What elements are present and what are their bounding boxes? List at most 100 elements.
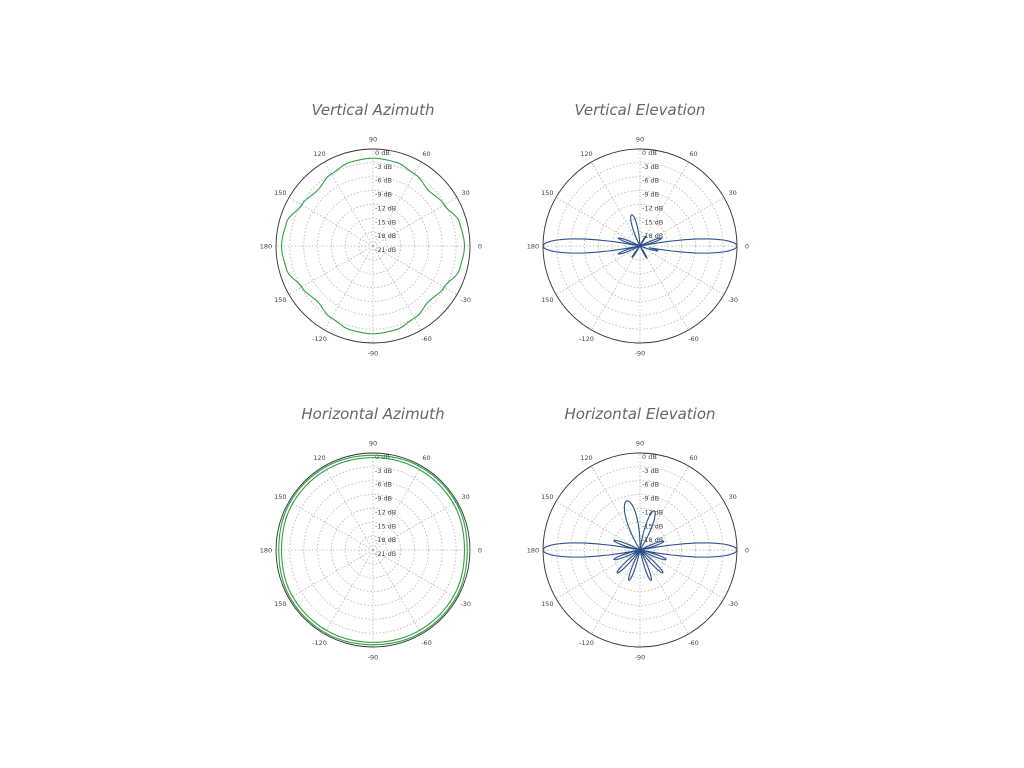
radial-tick-label: -3 dB	[375, 163, 392, 171]
grid-ring	[303, 176, 443, 316]
grid-ring	[556, 162, 724, 330]
grid-ring	[598, 508, 682, 592]
grid-spoke	[591, 549, 641, 635]
polar-chart-vertical-elevation: 0 30 60 90 120 150 180 150 -120 -90 -60 -30 0 dB -3 d…	[527, 136, 749, 358]
grid-spoke	[372, 245, 422, 331]
grid-spoke	[591, 245, 641, 331]
angle-tick-label: -30	[460, 600, 471, 608]
grid-ring	[611, 521, 669, 579]
radial-tick-label: -9 dB	[375, 495, 392, 503]
grid-ring	[625, 535, 655, 565]
grid-ring	[625, 231, 655, 261]
radial-tick-label: -6 dB	[642, 177, 659, 185]
panel-horizontal-azimuth: Horizontal Azimuth 0 30 60 90 120 150 180 150 -1…	[253, 405, 493, 685]
grid-spoke	[288, 501, 374, 551]
radial-tick-label: -6 dB	[375, 481, 392, 489]
grid-spoke	[639, 245, 689, 331]
angle-tick-label: 120	[580, 150, 592, 158]
angle-tick-label: 180	[260, 547, 272, 555]
grid-spoke	[639, 501, 725, 551]
angle-tick-label: 90	[369, 440, 377, 448]
outer-ring	[275, 148, 471, 344]
radial-tick-label: 0 dB	[642, 453, 657, 461]
grid-spoke	[639, 245, 725, 295]
radial-tick-label: -15 dB	[642, 522, 663, 530]
polar-chart-horizontal-azimuth: 0 30 60 90 120 150 180 150 -120 -90 -60 -30 0 dB -3 d…	[260, 440, 482, 662]
grid-spoke	[288, 549, 374, 599]
grid-spoke	[639, 549, 689, 635]
grid-ring	[598, 204, 682, 288]
grid-ring	[331, 204, 415, 288]
radial-tick-label: 0 dB	[642, 149, 657, 157]
radial-tick-label: -6 dB	[375, 177, 392, 185]
radial-tick-label: -12 dB	[375, 204, 396, 212]
grid-ring	[331, 508, 415, 592]
angle-tick-label: -120	[579, 335, 594, 343]
angle-tick-label: 90	[369, 136, 377, 144]
pattern-trace	[278, 454, 468, 646]
angle-tick-label: 0	[745, 547, 749, 555]
grid-spoke	[591, 465, 641, 551]
angle-tick-label: 150	[274, 493, 286, 501]
angle-tick-label: 60	[422, 454, 430, 462]
angle-tick-label: 30	[462, 189, 470, 197]
radial-tick-label: -21 dB	[375, 550, 396, 558]
chart-title: Horizontal Elevation	[564, 405, 716, 423]
grid-ring	[317, 494, 429, 606]
grid-spoke	[372, 197, 458, 247]
angle-tick-label: 90	[636, 440, 644, 448]
polar-chart-vertical-azimuth: 0 30 60 90 120 150 180 150 -120 -90 -60 -30 0 dB -3 d…	[260, 136, 482, 358]
angle-tick-label: 150	[541, 600, 553, 608]
angle-tick-label: 120	[580, 454, 592, 462]
radial-tick-label: -3 dB	[642, 467, 659, 475]
grid-spoke	[372, 501, 458, 551]
angle-tick-label: 60	[689, 454, 697, 462]
grid-spoke	[555, 501, 641, 551]
panel-horizontal-elevation: Horizontal Elevation 0 30 60 90 120 150 180 150…	[520, 405, 760, 685]
angle-tick-label: 0	[478, 243, 482, 251]
angle-tick-label: -120	[579, 639, 594, 647]
grid-spoke	[324, 245, 374, 331]
chart-title: Horizontal Azimuth	[301, 405, 445, 423]
grid-spoke	[288, 197, 374, 247]
angle-tick-label: -60	[421, 639, 432, 647]
angle-tick-label: 150	[541, 189, 553, 197]
angle-tick-label: 30	[729, 189, 737, 197]
grid-ring	[303, 480, 443, 620]
angle-tick-label: 150	[274, 296, 286, 304]
grid-ring	[570, 176, 710, 316]
radial-tick-label: -3 dB	[375, 467, 392, 475]
angle-tick-label: -120	[312, 335, 327, 343]
grid-spoke	[555, 549, 641, 599]
radial-tick-label: -9 dB	[642, 191, 659, 199]
radial-tick-label: -18 dB	[642, 232, 663, 240]
angle-tick-label: -60	[421, 335, 432, 343]
radial-tick-label: -18 dB	[642, 536, 663, 544]
panel-vertical-azimuth: Vertical Azimuth 0 30 60 90 120 150 180 150 -120…	[253, 101, 493, 381]
grid-ring	[556, 466, 724, 634]
angle-tick-label: 120	[313, 454, 325, 462]
grid-spoke	[372, 549, 458, 599]
radial-tick-label: -21 dB	[375, 246, 396, 254]
grid-spoke	[555, 245, 641, 295]
angle-tick-label: -30	[727, 600, 738, 608]
grid-spoke	[591, 161, 641, 247]
angle-tick-label: 150	[274, 189, 286, 197]
grid-spoke	[555, 197, 641, 247]
angle-tick-label: -30	[460, 296, 471, 304]
grid-spoke	[372, 549, 422, 635]
angle-tick-label: 150	[541, 296, 553, 304]
pattern-trace	[280, 457, 466, 643]
angle-tick-label: -60	[688, 335, 699, 343]
angle-tick-label: 60	[422, 150, 430, 158]
grid-ring	[584, 190, 696, 302]
angle-tick-label: 150	[274, 600, 286, 608]
grid-spoke	[372, 245, 458, 295]
angle-tick-label: 60	[689, 150, 697, 158]
grid-spoke	[288, 245, 374, 295]
grid-spoke	[639, 161, 689, 247]
grid-spoke	[639, 549, 725, 599]
grid-ring	[358, 231, 388, 261]
angle-tick-label: 0	[745, 243, 749, 251]
angle-tick-label: 180	[527, 243, 539, 251]
